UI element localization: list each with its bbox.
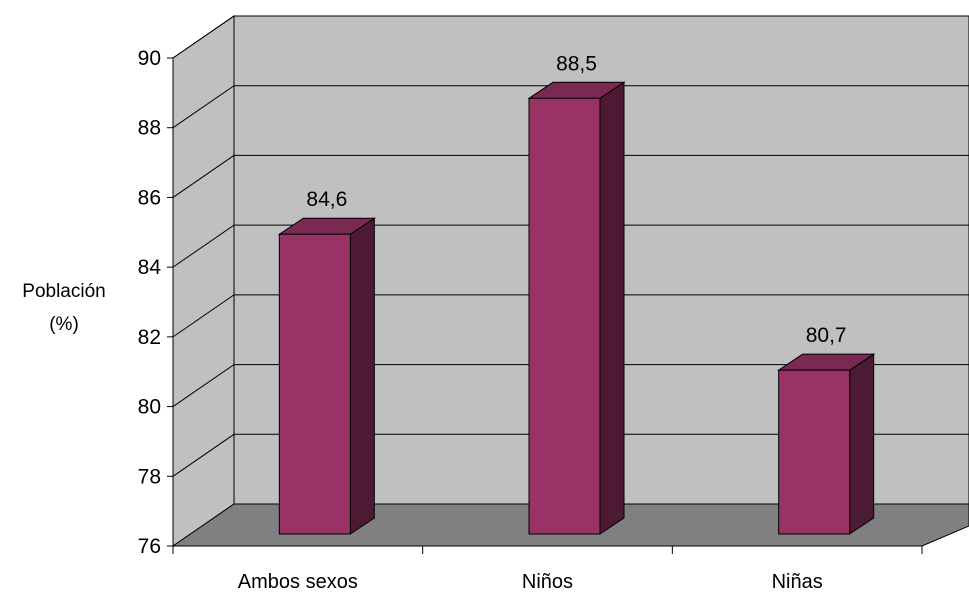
bar-side	[599, 81, 625, 535]
gridline	[172, 224, 969, 268]
chart-text: 76 78 80 82 84 86 88 90 Ambos sexos Niños Niñas 84,…	[22, 47, 846, 592]
bar-side	[349, 217, 375, 535]
bar	[777, 353, 876, 535]
data-label: 80,7	[806, 324, 847, 347]
y-tick-label: 78	[138, 465, 161, 488]
gridline	[172, 85, 969, 129]
y-tick-label: 88	[138, 117, 161, 140]
axes	[167, 57, 923, 554]
bar-side	[849, 353, 875, 535]
bar-front	[278, 233, 351, 535]
gridlines	[172, 15, 969, 477]
x-category-label: Niñas	[772, 571, 823, 592]
x-category-label: Niños	[522, 571, 573, 592]
y-tick-label: 86	[138, 186, 161, 209]
y-tick-label: 76	[138, 535, 161, 558]
bar	[527, 81, 626, 535]
y-tick-label: 84	[138, 256, 162, 279]
y-tick-label: 80	[138, 396, 161, 419]
gridline	[172, 294, 969, 338]
x-category-label: Ambos sexos	[238, 571, 358, 592]
y-axis-label-line: (%)	[49, 314, 79, 335]
y-tick-label: 82	[138, 326, 161, 349]
gridline	[172, 364, 969, 407]
gridline	[172, 154, 969, 198]
y-tick-label: 90	[138, 47, 161, 70]
gridline	[172, 15, 969, 59]
y-axis-label: Población (%)	[22, 281, 105, 335]
bar	[277, 217, 376, 535]
data-label: 88,5	[556, 52, 597, 75]
side-wall	[172, 15, 235, 547]
y-axis-label-line: Población	[22, 281, 105, 302]
gridline	[172, 433, 969, 477]
data-label: 84,6	[306, 188, 347, 211]
bar-front	[778, 369, 851, 535]
bars	[277, 81, 876, 535]
bar-front	[528, 97, 601, 535]
